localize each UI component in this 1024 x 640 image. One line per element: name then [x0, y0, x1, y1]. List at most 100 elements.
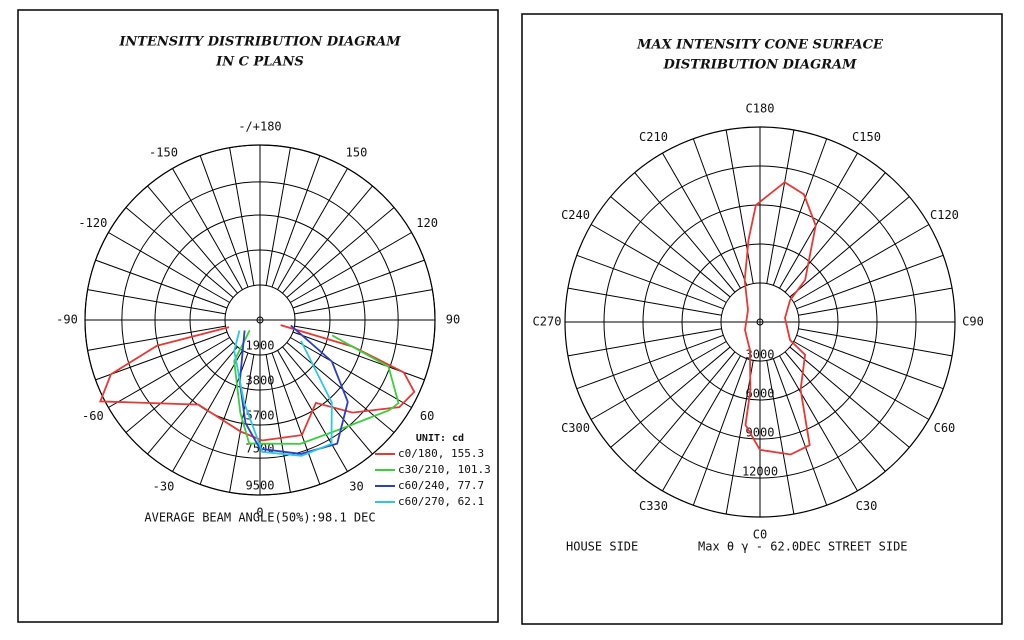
spoke [286, 342, 395, 433]
spoke [567, 287, 722, 316]
spoke [95, 331, 228, 381]
angle-tick-label: 120 [416, 216, 438, 230]
spoke [772, 138, 828, 286]
chart-title: INTENSITY DISTRIBUTION DIAGRAM [118, 35, 401, 50]
panel [17, 9, 499, 623]
angle-tick-label: 90 [446, 313, 460, 327]
intensity-curve [238, 324, 349, 455]
spoke [265, 147, 291, 286]
spoke [108, 337, 230, 408]
spoke [292, 259, 425, 309]
spoke [590, 224, 727, 303]
spoke [725, 360, 754, 515]
radial-tick-label: 12000 [742, 465, 778, 479]
spoke [294, 325, 433, 351]
spoke [793, 224, 930, 303]
spoke [779, 355, 858, 492]
spoke [779, 152, 858, 289]
spoke [798, 328, 953, 357]
spoke [265, 354, 291, 493]
angle-tick-label: -/+180 [238, 120, 281, 134]
spoke [95, 259, 228, 309]
spoke [793, 341, 930, 420]
legend-title: UNIT: cd [416, 433, 464, 444]
spoke [796, 254, 944, 310]
spoke [766, 360, 795, 515]
spoke [662, 152, 741, 289]
angle-tick-label: -150 [149, 145, 178, 159]
angle-tick-label: -30 [153, 480, 175, 494]
angle-tick-label: 30 [349, 480, 363, 494]
spoke [567, 328, 722, 357]
spoke [590, 341, 727, 420]
spoke [789, 196, 910, 298]
spoke [147, 346, 238, 455]
legend-label: c60/270, 62.1 [398, 495, 484, 508]
spoke [277, 168, 348, 290]
spoke [662, 355, 741, 492]
angle-tick-label: C300 [561, 421, 590, 435]
angle-tick-label: 60 [420, 409, 434, 423]
intensity-curve [233, 329, 400, 445]
radial-tick-label: 3800 [246, 374, 275, 388]
angle-tick-label: C180 [746, 102, 775, 116]
spoke [634, 351, 736, 472]
angle-tick-label: C60 [934, 421, 956, 435]
angle-tick-label: 0 [256, 506, 263, 520]
angle-tick-label: C90 [962, 315, 984, 329]
annotation: Max θ γ - 62.0DEC STREET SIDE [698, 540, 908, 554]
spoke [282, 346, 373, 455]
spoke [784, 351, 886, 472]
spoke [271, 155, 321, 288]
angle-tick-label: C330 [639, 499, 668, 513]
center-dot [256, 316, 264, 324]
intensity-curve [98, 324, 416, 442]
legend-label: c30/210, 101.3 [398, 463, 491, 476]
radial-tick-label: 6000 [746, 387, 775, 401]
angle-tick-label: C30 [856, 499, 878, 513]
legend-label: c60/240, 77.7 [398, 479, 484, 492]
spoke [294, 289, 433, 315]
spoke [692, 138, 748, 286]
angle-tick-label: 150 [346, 145, 368, 159]
intensity-curve [743, 181, 817, 456]
angle-tick-label: C270 [533, 315, 562, 329]
spoke [789, 346, 910, 448]
spoke [798, 287, 953, 316]
spoke [634, 172, 736, 293]
panel [521, 13, 1003, 625]
angle-tick-label: C240 [561, 208, 590, 222]
spoke [108, 232, 230, 303]
intensity-curve [233, 330, 333, 457]
angle-tick-label: -90 [56, 313, 78, 327]
spoke [271, 352, 321, 485]
spoke [766, 129, 795, 284]
spoke [125, 342, 234, 433]
legend-label: c0/180, 155.3 [398, 447, 484, 460]
spoke [784, 172, 886, 293]
annotation: AVERAGE BEAM ANGLE(50%):98.1 DEC [144, 511, 375, 525]
spoke [172, 168, 243, 290]
spoke [282, 185, 373, 294]
angle-tick-label: -120 [78, 216, 107, 230]
spoke [576, 254, 724, 310]
spoke [125, 207, 234, 298]
radial-tick-label: 9500 [246, 479, 275, 493]
spoke [692, 358, 748, 506]
chart-title: MAX INTENSITY CONE SURFACE [636, 38, 884, 53]
spoke [87, 325, 226, 351]
spoke [576, 334, 724, 390]
spoke [290, 232, 412, 303]
spoke [610, 346, 731, 448]
spoke [286, 207, 395, 298]
angle-tick-label: C120 [930, 208, 959, 222]
center-dot [756, 318, 764, 326]
angle-tick-label: -60 [82, 409, 104, 423]
spoke [772, 358, 828, 506]
chart-subtitle: DISTRIBUTION DIAGRAM [663, 58, 858, 73]
angle-tick-label: C150 [852, 130, 881, 144]
spoke [290, 337, 412, 408]
chart-subtitle: IN C PLANS [215, 55, 304, 70]
